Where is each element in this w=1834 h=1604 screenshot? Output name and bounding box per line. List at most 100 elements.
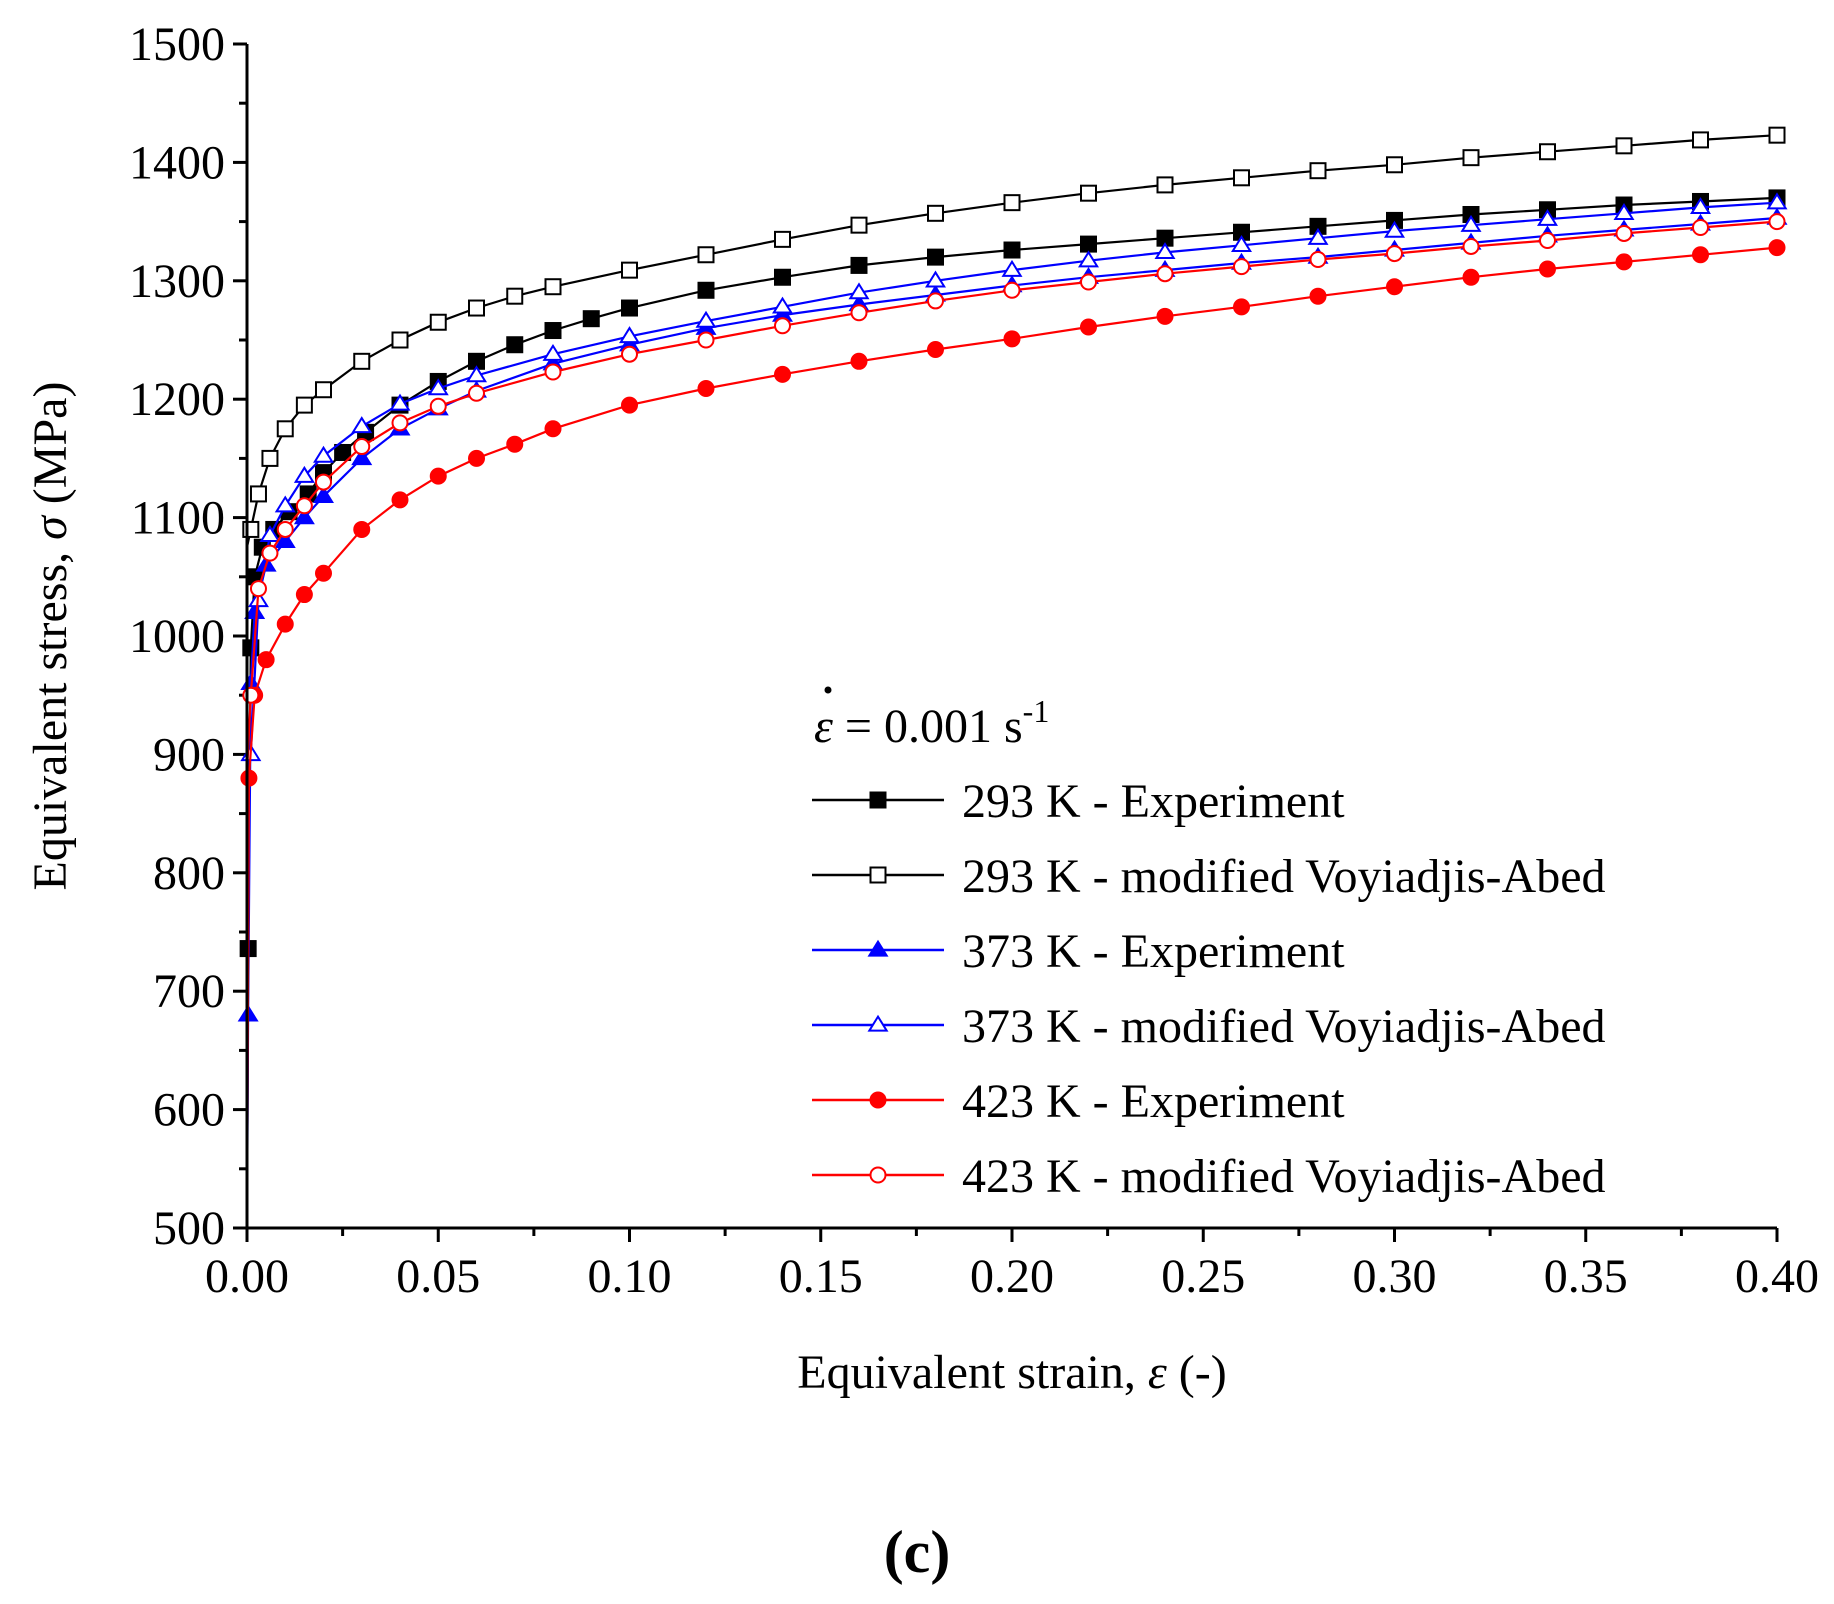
data-point: [1768, 126, 1786, 144]
data-point: [544, 420, 562, 438]
legend-items: 293 K - Experiment 293 K - modified Voyia…: [812, 775, 1606, 1203]
x-tick-label: 0.05: [396, 1250, 480, 1303]
x-tick-label: 0.30: [1353, 1250, 1437, 1303]
legend-title-superscript: -1: [1023, 693, 1050, 729]
legend-marker: [869, 791, 887, 809]
data-point: [621, 299, 638, 317]
data-point: [313, 445, 334, 463]
data-point: [1003, 281, 1021, 299]
data-point: [389, 393, 411, 411]
y-tick-label: 600: [153, 1084, 225, 1137]
data-point: [927, 248, 944, 266]
data-point: [544, 278, 562, 296]
data-point: [1692, 131, 1709, 149]
data-point: [1080, 235, 1097, 253]
data-point: [506, 435, 524, 453]
data-point: [542, 343, 564, 361]
data-point: [582, 310, 600, 328]
data-point: [772, 296, 793, 314]
data-point: [697, 246, 715, 264]
data-point: [506, 287, 524, 305]
data-point: [249, 580, 267, 598]
data-point: [249, 485, 267, 503]
data-point: [429, 313, 447, 331]
data-point: [274, 495, 296, 513]
data-point: [1309, 162, 1327, 180]
data-point: [848, 282, 870, 300]
data-point: [1003, 241, 1021, 259]
data-point: [927, 204, 944, 222]
data-point: [293, 507, 315, 525]
data-point: [1233, 169, 1250, 187]
data-point: [351, 448, 373, 466]
data-point: [468, 384, 485, 402]
y-tick-label: 900: [153, 728, 225, 781]
data-point: [544, 363, 562, 381]
legend-title-symbol: ε: [814, 700, 833, 753]
data-point: [276, 615, 294, 633]
data-point: [1768, 213, 1786, 231]
y-axis-title-suffix: (MPa): [24, 382, 77, 517]
data-point: [774, 317, 791, 335]
legend-title: ε = 0.001 s-1: [814, 693, 1049, 753]
data-point: [774, 230, 791, 248]
data-point: [429, 397, 447, 415]
data-point: [257, 651, 275, 669]
data-point: [697, 331, 715, 349]
data-point: [621, 261, 638, 279]
x-axis-title: Equivalent strain, ε (-): [797, 1346, 1226, 1399]
series-line: [245, 220, 1778, 773]
series-6: [242, 213, 1786, 773]
data-point: [315, 564, 332, 582]
data-point: [468, 449, 485, 467]
x-tick-label: 0.40: [1735, 1250, 1819, 1303]
y-axis-title-symbol: σ: [24, 514, 77, 540]
data-point: [334, 443, 352, 461]
data-point: [774, 365, 791, 383]
x-axis-title-prefix: Equivalent strain,: [797, 1346, 1148, 1399]
data-point: [1156, 176, 1174, 194]
series-4: [240, 192, 1788, 779]
legend-label: 293 K - modified Voyiadjis-Abed: [962, 850, 1606, 903]
data-point: [295, 396, 313, 414]
data-point: [1539, 260, 1556, 278]
data-point: [621, 345, 638, 363]
data-point: [1615, 253, 1633, 271]
data-point: [1613, 203, 1635, 220]
data-point: [697, 281, 715, 299]
data-point: [353, 352, 371, 370]
data-point: [261, 449, 279, 467]
data-point: [1156, 265, 1174, 283]
y-tick-label: 1200: [129, 373, 225, 426]
y-tick-label: 1400: [129, 136, 225, 189]
data-point: [1231, 235, 1252, 252]
legend-title-text: = 0.001 s: [833, 700, 1023, 753]
data-point: [1615, 224, 1633, 242]
data-point: [697, 380, 715, 398]
y-tick-label: 1100: [131, 492, 225, 545]
data-point: [1080, 318, 1097, 336]
data-point: [619, 326, 640, 344]
data-point: [1537, 208, 1558, 226]
series-2: [242, 126, 1786, 548]
y-axis-title: Equivalent stress, σ (MPa): [24, 382, 77, 891]
legend-label: 423 K - modified Voyiadjis-Abed: [962, 1150, 1606, 1203]
x-axis-title-symbol: ε: [1148, 1346, 1167, 1399]
y-tick-label: 800: [153, 847, 225, 900]
x-tick-label: 0.20: [970, 1250, 1054, 1303]
data-point: [429, 467, 447, 485]
data-point: [1690, 197, 1711, 215]
y-tick-label: 1000: [129, 610, 225, 663]
axes: [245, 44, 1777, 1230]
y-tick-label: 1300: [129, 255, 225, 308]
data-point: [1384, 220, 1405, 238]
data-point: [1080, 273, 1097, 291]
data-point: [466, 365, 487, 383]
data-point: [1233, 258, 1250, 276]
legend-item: 373 K - modified Voyiadjis-Abed: [812, 1000, 1606, 1053]
tick-labels: 500 600 700 800 900 1000 1100 1200 1300 1400 1500 0…: [129, 18, 1819, 1303]
data-point: [295, 497, 313, 515]
data-point: [1615, 137, 1633, 155]
data-point: [315, 473, 332, 491]
